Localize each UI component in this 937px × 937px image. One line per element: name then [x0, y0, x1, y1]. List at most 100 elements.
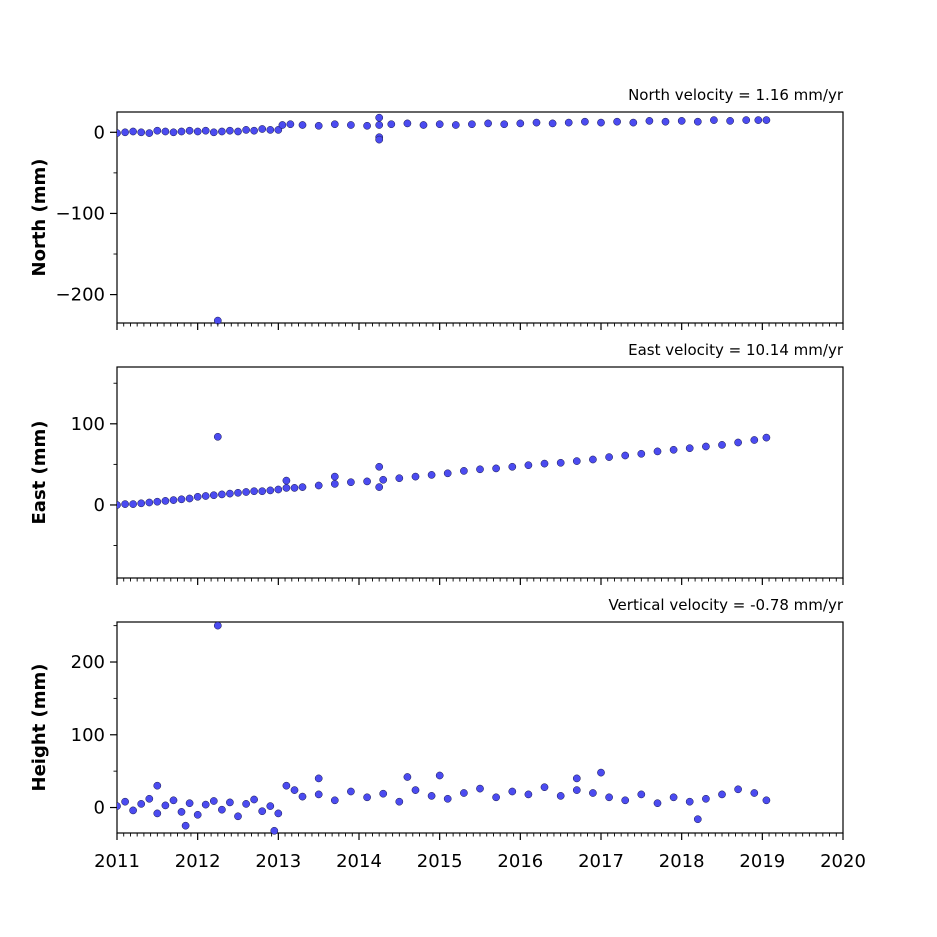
- data-points: [117, 432, 771, 509]
- data-points: [117, 621, 771, 835]
- data-point: [330, 472, 339, 481]
- data-point: [411, 472, 420, 481]
- data-point: [314, 481, 323, 490]
- data-point: [387, 120, 396, 129]
- data-point: [621, 796, 630, 805]
- data-point: [258, 807, 267, 816]
- data-point: [363, 793, 371, 802]
- data-point: [403, 773, 412, 781]
- data-point: [637, 790, 646, 799]
- data-point: [605, 793, 613, 802]
- data-point: [177, 808, 186, 816]
- x-tick-label: 2015: [417, 851, 463, 872]
- data-point: [653, 799, 662, 808]
- data-point: [677, 117, 686, 125]
- data-point: [250, 126, 258, 135]
- data-point: [637, 449, 646, 458]
- data-point: [290, 786, 299, 794]
- data-point: [181, 821, 190, 830]
- x-tick-label: 2019: [739, 851, 785, 872]
- data-point: [460, 467, 468, 475]
- data-point: [347, 121, 355, 129]
- data-point: [286, 120, 295, 129]
- data-point: [363, 477, 371, 486]
- data-point: [379, 789, 388, 798]
- data-point: [762, 433, 771, 442]
- x-tick-label: 2018: [659, 851, 705, 872]
- data-point: [476, 465, 484, 474]
- y-tick-label: 0: [94, 798, 105, 819]
- data-point: [468, 120, 476, 129]
- data-point: [669, 445, 678, 454]
- data-point: [762, 796, 771, 805]
- data-point: [258, 487, 267, 496]
- data-point: [661, 117, 670, 126]
- data-point: [363, 121, 371, 130]
- data-point: [177, 127, 186, 136]
- data-point: [718, 441, 726, 449]
- plot-frame: [116, 111, 844, 324]
- data-point: [629, 118, 638, 127]
- data-point: [185, 799, 194, 808]
- data-point: [330, 120, 339, 129]
- data-point: [193, 810, 202, 819]
- data-point: [693, 815, 702, 824]
- velocity-title: East velocity = 10.14 mm/yr: [628, 341, 844, 359]
- data-point: [750, 789, 759, 797]
- data-point: [742, 116, 751, 124]
- y-axis-label: East (mm): [29, 421, 50, 525]
- data-points: [117, 113, 771, 325]
- data-point: [274, 126, 283, 134]
- data-point: [750, 436, 759, 444]
- data-point: [375, 483, 384, 491]
- data-point: [161, 801, 170, 810]
- data-point: [435, 120, 444, 129]
- data-point: [476, 784, 484, 793]
- y-tick-label: 200: [71, 652, 105, 673]
- data-point: [117, 501, 121, 509]
- data-point: [218, 127, 226, 136]
- data-point: [145, 794, 154, 803]
- plot-frame: [116, 621, 844, 834]
- data-point: [524, 790, 533, 799]
- data-point: [121, 500, 129, 508]
- data-point: [242, 800, 250, 808]
- data-point: [213, 432, 222, 441]
- data-point: [443, 469, 452, 478]
- data-point: [375, 121, 384, 129]
- data-point: [702, 794, 710, 803]
- data-point: [492, 793, 500, 802]
- data-point: [274, 809, 283, 818]
- y-tick-label: −200: [56, 285, 105, 306]
- height-panel: 2011 2012 2013 2014 2015 2016 2017 2018 2019 2020…: [29, 596, 866, 872]
- data-point: [201, 800, 210, 809]
- data-point: [266, 802, 275, 810]
- data-point: [169, 796, 178, 805]
- data-point: [508, 462, 517, 471]
- data-point: [314, 790, 323, 799]
- data-point: [234, 488, 242, 497]
- data-point: [347, 478, 355, 487]
- data-point: [234, 127, 242, 136]
- data-point: [605, 453, 613, 461]
- data-point: [484, 119, 492, 128]
- data-point: [395, 474, 404, 483]
- velocity-title: North velocity = 1.16 mm/yr: [628, 86, 844, 104]
- data-point: [589, 789, 597, 797]
- data-point: [298, 792, 307, 801]
- data-point: [153, 497, 162, 506]
- data-point: [137, 128, 146, 137]
- data-point: [145, 129, 154, 137]
- data-point: [375, 462, 384, 471]
- data-point: [379, 475, 388, 484]
- data-point: [169, 128, 178, 137]
- data-point: [266, 486, 275, 495]
- data-point: [278, 121, 287, 129]
- data-point: [621, 451, 630, 460]
- data-point: [572, 457, 581, 465]
- data-point: [209, 128, 218, 137]
- x-tick-label: 2012: [175, 851, 221, 872]
- data-point: [460, 789, 468, 797]
- data-point: [685, 444, 694, 453]
- y-axis-label: Height (mm): [29, 664, 50, 792]
